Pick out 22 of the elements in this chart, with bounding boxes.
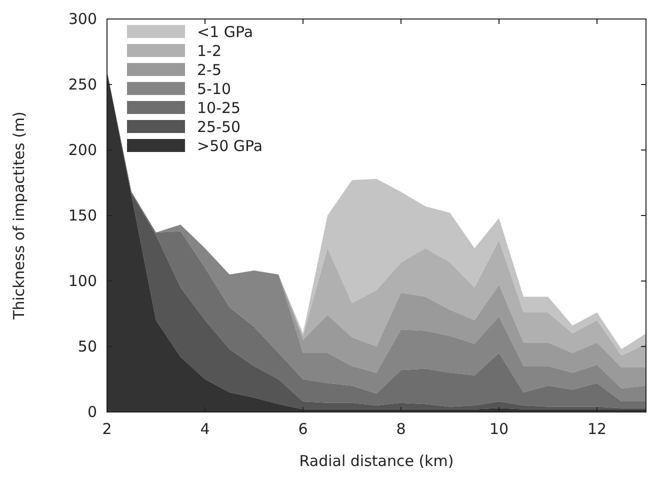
x-tick-label: 6 (298, 420, 308, 438)
legend-label: 10-25 (197, 99, 241, 117)
y-tick-label: 300 (68, 10, 97, 28)
y-tick-label: 100 (68, 272, 97, 290)
legend-label: 5-10 (197, 80, 232, 98)
x-tick-label: 8 (396, 420, 406, 438)
legend-label: 1-2 (197, 42, 222, 60)
y-tick-label: 200 (68, 141, 97, 159)
legend-label: <1 GPa (197, 23, 254, 41)
x-tick-label: 12 (587, 420, 607, 438)
x-tick-label: 2 (102, 420, 112, 438)
legend-label: 2-5 (197, 61, 222, 79)
legend-label: 25-50 (197, 118, 241, 136)
x-tick-label: 10 (489, 420, 509, 438)
y-tick-label: 50 (78, 338, 97, 356)
x-tick-label: 4 (200, 420, 210, 438)
y-tick-label: 250 (68, 76, 97, 94)
x-axis-title: Radial distance (km) (299, 452, 454, 470)
y-axis-title: Thickness of impactites (m) (10, 112, 28, 320)
y-tick-label: 150 (68, 206, 97, 224)
y-tick-label: 0 (87, 403, 97, 421)
legend-label: >50 GPa (197, 137, 263, 155)
